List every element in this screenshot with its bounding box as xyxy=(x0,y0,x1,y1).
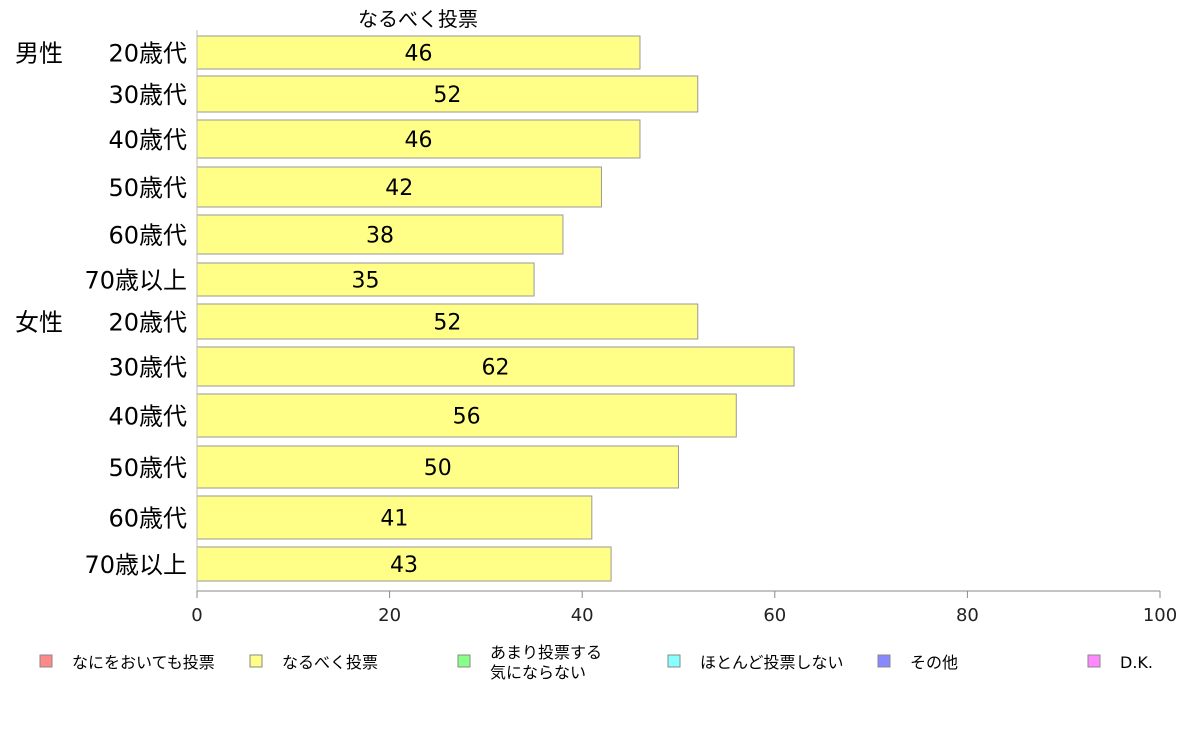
category-label: 20歳代 xyxy=(108,309,187,337)
bar-value-label: 43 xyxy=(390,553,418,578)
bar-value-label: 62 xyxy=(482,356,510,381)
legend-label: なにをおいても投票 xyxy=(72,653,215,672)
x-tick-label: 0 xyxy=(191,605,202,626)
legend-label: その他 xyxy=(910,653,958,672)
bar-1-0 xyxy=(196,303,699,340)
x-tick-label: 60 xyxy=(763,605,786,626)
bars-layer: 46 20歳代 男性 52 30歳代 46 40歳代 42 50歳代 38 60歳代 35 70歳以上 5… xyxy=(15,35,795,582)
bar-0-1 xyxy=(196,75,699,113)
bar-value-label: 38 xyxy=(366,224,394,249)
x-tick-label: 80 xyxy=(956,605,979,626)
legend-swatch xyxy=(249,654,263,668)
bar-value-label: 56 xyxy=(453,405,481,430)
category-label: 40歳代 xyxy=(108,403,187,431)
x-tick-label: 20 xyxy=(378,605,401,626)
category-label: 20歳代 xyxy=(108,40,187,68)
bar-value-label: 52 xyxy=(433,83,461,108)
category-label: 50歳代 xyxy=(108,174,187,202)
category-label: 30歳代 xyxy=(108,354,187,382)
legend-swatch xyxy=(877,654,891,668)
bar-value-label: 42 xyxy=(385,176,413,201)
legend-label: あまり投票する気にならない xyxy=(490,643,602,682)
legend-label: なるべく投票 xyxy=(282,653,378,672)
bar-value-label: 46 xyxy=(404,42,432,67)
category-label: 60歳代 xyxy=(108,222,187,250)
bar-0-3 xyxy=(196,166,602,208)
legend-swatch xyxy=(667,654,681,668)
bar-1-5 xyxy=(196,546,612,582)
bar-1-4 xyxy=(196,495,593,540)
category-label: 70歳以上 xyxy=(84,551,187,579)
bar-0-4 xyxy=(196,214,564,255)
category-label: 70歳以上 xyxy=(84,267,187,295)
legend-label: D.K. xyxy=(1120,653,1153,672)
legend-label: ほとんど投票しない xyxy=(700,653,844,672)
bar-value-label: 52 xyxy=(433,311,461,336)
bar-1-3 xyxy=(196,445,679,489)
chart-title: なるべく投票 xyxy=(358,7,478,31)
legend: なにをおいても投票 なるべく投票 あまり投票する気にならない ほとんど投票しない その他… xyxy=(39,643,1153,682)
category-label: 30歳代 xyxy=(108,81,187,109)
bar-value-label: 35 xyxy=(352,269,380,294)
bar-0-2 xyxy=(196,119,641,159)
legend-swatch xyxy=(39,654,53,668)
legend-swatch xyxy=(457,654,471,668)
x-tick-label: 100 xyxy=(1143,605,1177,626)
group-label: 男性 xyxy=(15,40,63,68)
bar-0-0 xyxy=(196,35,641,70)
bar-value-label: 50 xyxy=(424,456,452,481)
category-label: 60歳代 xyxy=(108,505,187,533)
group-label: 女性 xyxy=(15,309,63,337)
x-axis: 0 20 40 60 80 100 xyxy=(191,30,1177,626)
bar-value-label: 46 xyxy=(404,128,432,153)
category-label: 50歳代 xyxy=(108,454,187,482)
bar-value-label: 41 xyxy=(380,507,408,532)
legend-swatch xyxy=(1087,654,1101,668)
category-label: 40歳代 xyxy=(108,126,187,154)
x-tick-label: 40 xyxy=(571,605,594,626)
